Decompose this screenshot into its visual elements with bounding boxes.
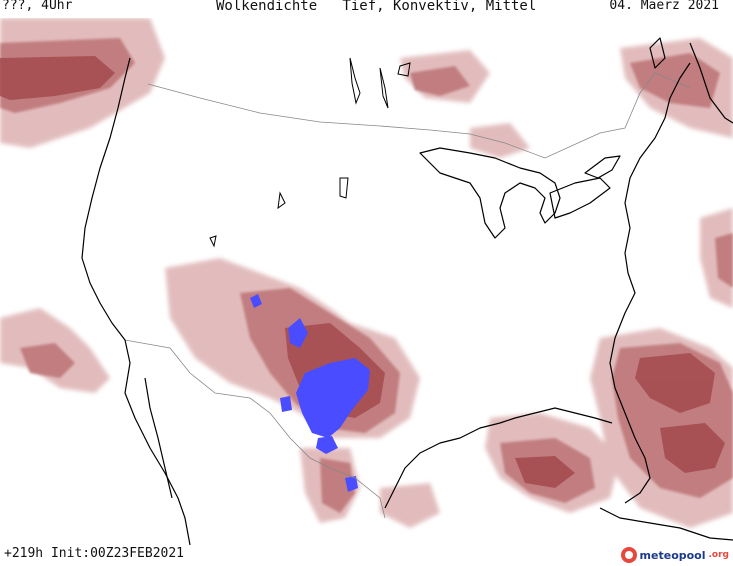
meteopool-logo-icon [620,547,637,563]
logo-text: meteopool [639,548,706,562]
meteopool-logo[interactable]: meteopool .org [620,545,729,565]
footer-bar: +219h Init:00Z23FEB2021 meteopool .org [0,545,733,566]
forecast-date-label: 04. Maerz 2021 [609,0,719,13]
cloud-layer-light [0,18,733,528]
lakes [209,57,411,248]
map-canvas [0,18,733,546]
weather-map [0,18,733,546]
header-bar: ???, 4Uhr Wolkendichte Tief, Konvektiv, … [0,0,733,20]
borders [124,72,691,519]
logo-tld: .org [708,550,729,560]
convective-cells [250,294,370,492]
map-title: Wolkendichte Tief, Konvektiv, Mittel [216,0,537,14]
coastlines [81,37,733,546]
init-time-label: +219h Init:00Z23FEB2021 [4,546,185,561]
forecast-time-label: ???, 4Uhr [2,0,73,13]
